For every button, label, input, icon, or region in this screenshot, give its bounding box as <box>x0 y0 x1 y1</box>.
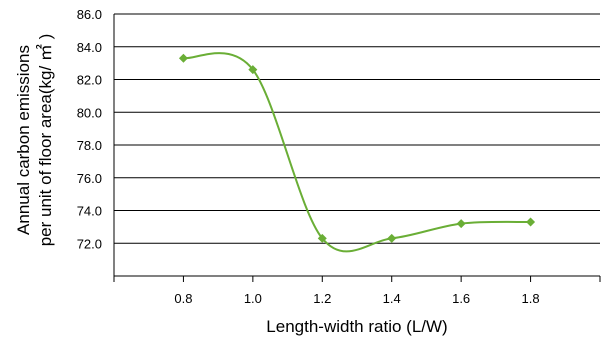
x-axis-title: Length-width ratio (L/W) <box>266 317 447 336</box>
y-tick-labels: 72.0 74.0 76.0 78.0 80.0 82.0 84.0 86.0 <box>77 7 102 251</box>
x-tick-label: 1.0 <box>244 291 262 306</box>
y-tick-label: 76.0 <box>77 171 102 186</box>
data-point-marker <box>248 65 258 75</box>
y-axis-title-line1: Annual carbon emissions <box>14 45 33 235</box>
data-point-marker <box>317 233 327 243</box>
y-tick-label: 84.0 <box>77 40 102 55</box>
y-tick-label: 78.0 <box>77 138 102 153</box>
x-tick-label: 0.8 <box>174 291 192 306</box>
data-markers <box>178 53 536 243</box>
data-point-marker <box>387 233 397 243</box>
data-point-marker <box>456 219 466 229</box>
x-tick-label: 1.6 <box>452 291 470 306</box>
data-point-marker <box>178 53 188 63</box>
x-tick-label: 1.8 <box>522 291 540 306</box>
x-tick-labels: 0.8 1.0 1.2 1.4 1.6 1.8 <box>113 276 601 306</box>
y-tick-label: 72.0 <box>77 236 102 251</box>
gridlines <box>114 13 600 244</box>
x-tick-label: 1.4 <box>383 291 401 306</box>
data-point-marker <box>526 217 536 227</box>
y-tick-label: 82.0 <box>77 73 102 88</box>
x-tick-label: 1.2 <box>313 291 331 306</box>
y-tick-label: 74.0 <box>77 204 102 219</box>
y-axis-title-line2: per unit of floor area(kg/ ㎡ ) <box>36 34 55 247</box>
y-tick-label: 80.0 <box>77 105 102 120</box>
y-tick-label: 86.0 <box>77 7 102 22</box>
series-line <box>183 52 531 253</box>
